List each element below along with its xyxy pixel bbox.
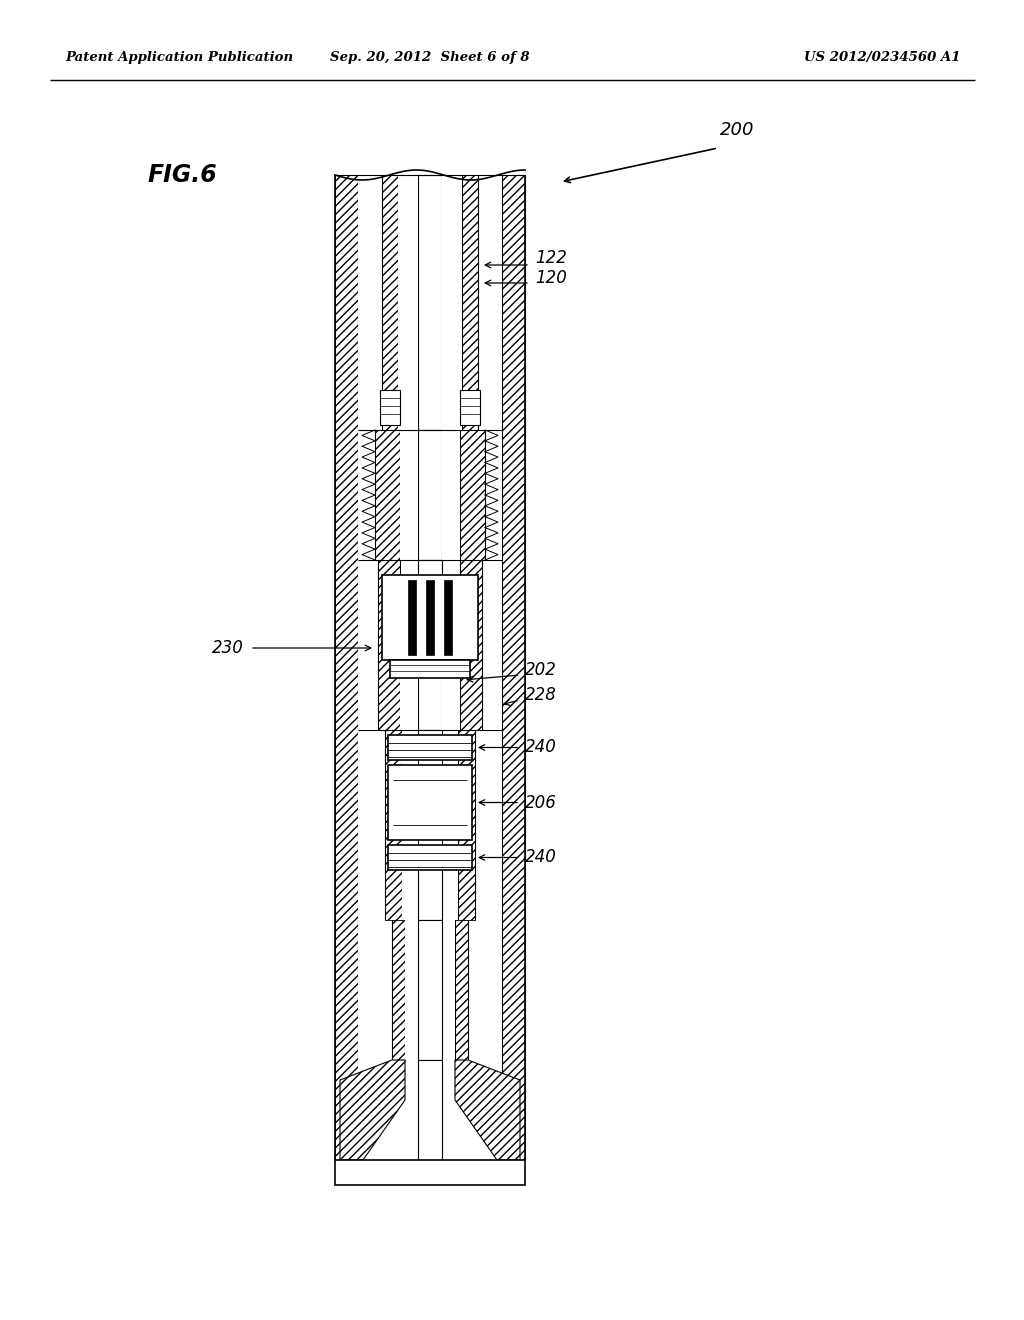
Bar — [460, 560, 482, 730]
Text: 120: 120 — [535, 269, 567, 286]
Text: 200: 200 — [720, 121, 755, 139]
Bar — [478, 176, 502, 1160]
Bar — [382, 176, 398, 430]
Bar — [418, 730, 442, 920]
Bar — [402, 730, 418, 920]
Bar — [382, 576, 478, 660]
Bar — [442, 660, 460, 730]
Bar — [385, 730, 402, 920]
Bar — [400, 430, 418, 560]
Bar — [442, 430, 460, 560]
Bar — [455, 920, 468, 1060]
Polygon shape — [340, 1060, 406, 1160]
Bar — [388, 845, 472, 870]
Bar — [426, 579, 434, 655]
Bar — [375, 430, 400, 560]
Bar — [418, 1060, 442, 1160]
Bar — [418, 920, 442, 1060]
Text: 240: 240 — [525, 738, 557, 756]
Bar — [388, 766, 472, 840]
Bar — [442, 730, 458, 920]
Bar — [406, 920, 418, 1060]
Bar — [460, 430, 485, 560]
Bar — [418, 560, 442, 730]
Text: 206: 206 — [525, 793, 557, 812]
Bar — [358, 176, 382, 1160]
Text: US 2012/0234560 A1: US 2012/0234560 A1 — [804, 51, 961, 65]
Bar — [458, 730, 475, 920]
Bar — [408, 579, 416, 655]
Bar — [418, 430, 442, 560]
Bar — [380, 389, 400, 425]
Bar — [442, 176, 462, 430]
Bar — [418, 176, 442, 430]
Bar — [444, 579, 452, 655]
Text: 228: 228 — [525, 686, 557, 704]
Text: 202: 202 — [525, 661, 557, 678]
Bar — [400, 660, 418, 730]
Text: FIG.6: FIG.6 — [148, 162, 218, 187]
Text: 122: 122 — [535, 249, 567, 267]
Text: 230: 230 — [212, 639, 244, 657]
Bar — [335, 1160, 525, 1185]
Bar — [335, 176, 358, 1160]
Bar — [462, 176, 478, 430]
Bar — [460, 389, 480, 425]
Bar — [502, 176, 525, 1160]
Text: Patent Application Publication: Patent Application Publication — [65, 51, 293, 65]
Bar — [442, 920, 455, 1060]
Bar — [378, 560, 400, 730]
Bar — [388, 735, 472, 760]
Text: 240: 240 — [525, 849, 557, 866]
Bar — [392, 920, 406, 1060]
Text: Sep. 20, 2012  Sheet 6 of 8: Sep. 20, 2012 Sheet 6 of 8 — [330, 51, 529, 65]
Bar — [398, 176, 418, 430]
Bar — [390, 660, 470, 678]
Polygon shape — [455, 1060, 520, 1160]
